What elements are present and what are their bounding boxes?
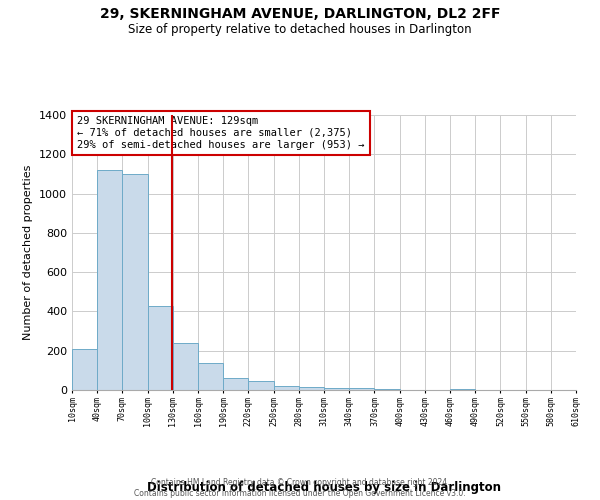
Bar — [148, 306, 173, 390]
Bar — [274, 386, 299, 390]
Text: Contains HM Land Registry data © Crown copyright and database right 2024.
Contai: Contains HM Land Registry data © Crown c… — [134, 478, 466, 498]
Bar — [97, 170, 122, 390]
Bar — [349, 388, 374, 390]
X-axis label: Distribution of detached houses by size in Darlington: Distribution of detached houses by size … — [147, 481, 501, 494]
Bar — [248, 381, 274, 390]
Bar — [173, 343, 198, 390]
Bar — [299, 387, 324, 390]
Bar — [324, 388, 349, 390]
Bar — [374, 389, 400, 390]
Bar — [122, 174, 148, 390]
Text: 29, SKERNINGHAM AVENUE, DARLINGTON, DL2 2FF: 29, SKERNINGHAM AVENUE, DARLINGTON, DL2 … — [100, 8, 500, 22]
Bar — [450, 389, 475, 390]
Bar — [223, 378, 248, 390]
Bar — [198, 362, 223, 390]
Text: Size of property relative to detached houses in Darlington: Size of property relative to detached ho… — [128, 22, 472, 36]
Text: 29 SKERNINGHAM AVENUE: 129sqm
← 71% of detached houses are smaller (2,375)
29% o: 29 SKERNINGHAM AVENUE: 129sqm ← 71% of d… — [77, 116, 365, 150]
Y-axis label: Number of detached properties: Number of detached properties — [23, 165, 34, 340]
Bar — [72, 349, 97, 390]
